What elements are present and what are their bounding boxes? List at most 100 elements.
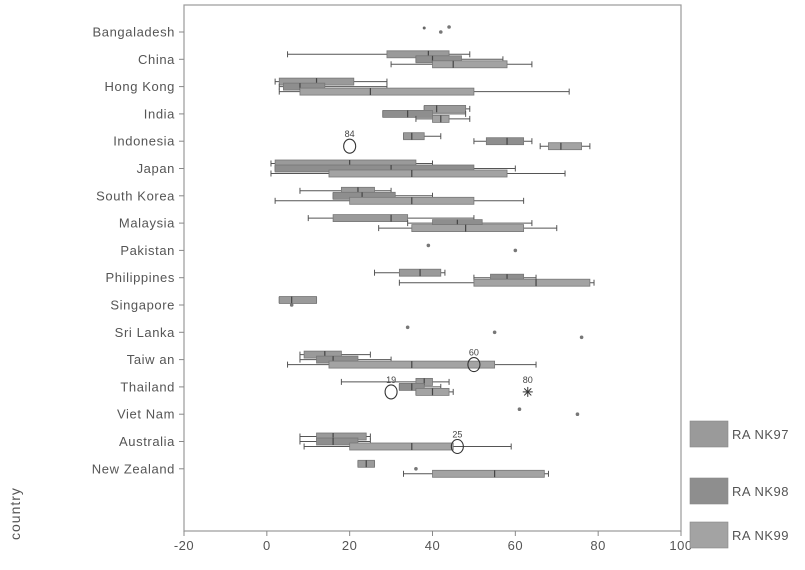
box-ra-nk99-india <box>415 115 471 123</box>
point-ra-nk97-bangaladesh <box>447 25 451 29</box>
outlier-indonesia-84: 84 <box>343 129 357 154</box>
box-ra-nk97-pakistan <box>426 243 431 248</box>
box-body <box>299 87 475 96</box>
x-tick-label-20: 20 <box>342 538 357 553</box>
outlier-thailand-19: 19 <box>384 375 398 400</box>
box-ra-nk98-pakistan <box>513 248 518 253</box>
y-tick-label-philippines: Philippines <box>106 270 175 285</box>
y-tick-label-china: China <box>138 52 175 67</box>
y-tick-label-indonesia: Indonesia <box>113 134 175 149</box>
y-tick-label-hong-kong: Hong Kong <box>105 79 175 94</box>
box-ra-nk99-indonesia <box>539 142 591 151</box>
legend-item-ra-nk98: RA NK98 <box>689 477 789 505</box>
point-ra-nk98-sri-lanka <box>492 330 497 335</box>
outlier-label: 80 <box>523 375 533 385</box>
box-ra-nk97-indonesia <box>403 132 442 141</box>
legend-item-ra-nk99: RA NK99 <box>689 521 789 549</box>
x-tick-label-60: 60 <box>508 538 523 553</box>
y-tick-label-sri-lanka: Sri Lanka <box>115 325 175 340</box>
box-ra-nk98-malaysia <box>407 219 533 228</box>
y-tick-label-australia: Australia <box>119 434 175 449</box>
legend-swatch <box>689 521 729 549</box>
outlier-circle <box>384 384 398 400</box>
box-ra-nk99-hong-kong <box>278 87 570 96</box>
outlier-circle <box>343 138 357 154</box>
y-tick-label-malaysia: Malaysia <box>119 216 175 231</box>
outlier-label: 25 <box>452 430 462 440</box>
box-ra-nk99-taiw-an <box>287 360 537 369</box>
y-tick-label-pakistan: Pakistan <box>120 243 175 258</box>
box-body <box>403 132 425 141</box>
y-tick-label-new-zealand: New Zealand <box>92 461 175 476</box>
box-ra-nk99-sri-lanka <box>579 335 584 340</box>
outlier-dot <box>422 26 426 30</box>
box-body <box>278 296 317 304</box>
x-tick-label-100: 100 <box>669 538 692 553</box>
plot-area: 84 60 19 80 25 <box>270 25 595 478</box>
outlier-taiw-an-60: 60 <box>467 348 481 373</box>
y-tick-label-viet-nam: Viet Nam <box>117 407 175 422</box>
box-ra-nk97-singapore <box>278 296 318 304</box>
box-ra-nk97-philippines <box>374 268 446 277</box>
y-tick-label-taiw-an: Taiw an <box>127 352 175 367</box>
y-tick-label-singapore: Singapore <box>110 298 175 313</box>
point-ra-nk97-pakistan <box>426 243 431 248</box>
box-ra-nk98-india <box>382 110 467 118</box>
x-tick-label-80: 80 <box>590 538 605 553</box>
point-ra-nk97-viet-nam <box>517 407 522 412</box>
point-ra-nk98-singapore <box>289 303 294 307</box>
box-ra-nk98-philippines <box>473 273 537 282</box>
box-ra-nk98-new-zealand <box>414 467 418 471</box>
box-body <box>548 142 583 151</box>
box-body <box>411 224 525 233</box>
x-axis: -20 0 20 40 60 80 100 <box>174 531 692 553</box>
box-body <box>432 60 508 69</box>
legend-swatch <box>689 420 729 448</box>
legend-label: RA NK99 <box>732 528 789 543</box>
box-body <box>316 437 359 446</box>
box-ra-nk97-thailand <box>340 377 450 386</box>
outlier-label: 60 <box>469 348 479 358</box>
box-ra-nk97-new-zealand <box>357 459 376 468</box>
box-ra-nk99-malaysia <box>378 224 558 233</box>
box-ra-nk98-bangaladesh <box>438 30 443 34</box>
box-body <box>349 442 454 451</box>
box-ra-nk97-malaysia <box>307 214 475 223</box>
box-ra-nk97-viet-nam <box>517 407 522 412</box>
legend-swatch <box>689 477 729 505</box>
outlier-australia-25: 25 <box>450 430 464 455</box>
y-tick-label-india: India <box>144 106 175 121</box>
outlier-star-stroke <box>523 388 532 396</box>
box-ra-nk99-china <box>390 60 533 69</box>
legend: RA NK97 RA NK98 RA NK99 <box>689 420 789 549</box>
outlier-circle <box>450 438 464 455</box>
box-ra-nk99-south-korea <box>274 196 525 205</box>
box-body <box>485 137 525 146</box>
box-ra-nk99-australia <box>303 442 512 451</box>
y-tick-label-thailand: Thailand <box>120 379 175 394</box>
plot-frame <box>183 4 682 532</box>
outlier-thailand-80: 80 <box>523 375 533 397</box>
y-tick-label-japan: Japan <box>137 161 175 176</box>
outlier-label: 84 <box>345 129 355 139</box>
box-ra-nk98-australia <box>299 437 371 446</box>
outlier-circle <box>467 357 481 373</box>
box-body <box>473 278 591 287</box>
box-ra-nk97-bangaladesh <box>447 25 451 29</box>
point-ra-nk98-new-zealand <box>414 467 418 471</box>
point-ra-nk98-pakistan <box>513 248 518 253</box>
box-body <box>332 214 409 223</box>
x-tick-label--20: -20 <box>174 538 194 553</box>
box-ra-nk97-sri-lanka <box>405 325 410 330</box>
box-ra-nk98-indonesia <box>473 137 533 146</box>
legend-label: RA NK98 <box>732 484 789 499</box>
legend-item-ra-nk97: RA NK97 <box>689 420 788 448</box>
y-tick-label-bangaladesh: Bangaladesh <box>93 25 176 40</box>
point-ra-nk98-bangaladesh <box>438 30 443 34</box>
box-ra-nk98-viet-nam <box>575 412 580 417</box>
box-ra-nk98-sri-lanka <box>492 330 497 335</box>
y-axis-title: country <box>7 487 23 540</box>
y-axis: Bangaladesh China Hong Kong India Indonesia J… <box>92 25 184 476</box>
box-ra-nk99-thailand <box>415 387 454 396</box>
